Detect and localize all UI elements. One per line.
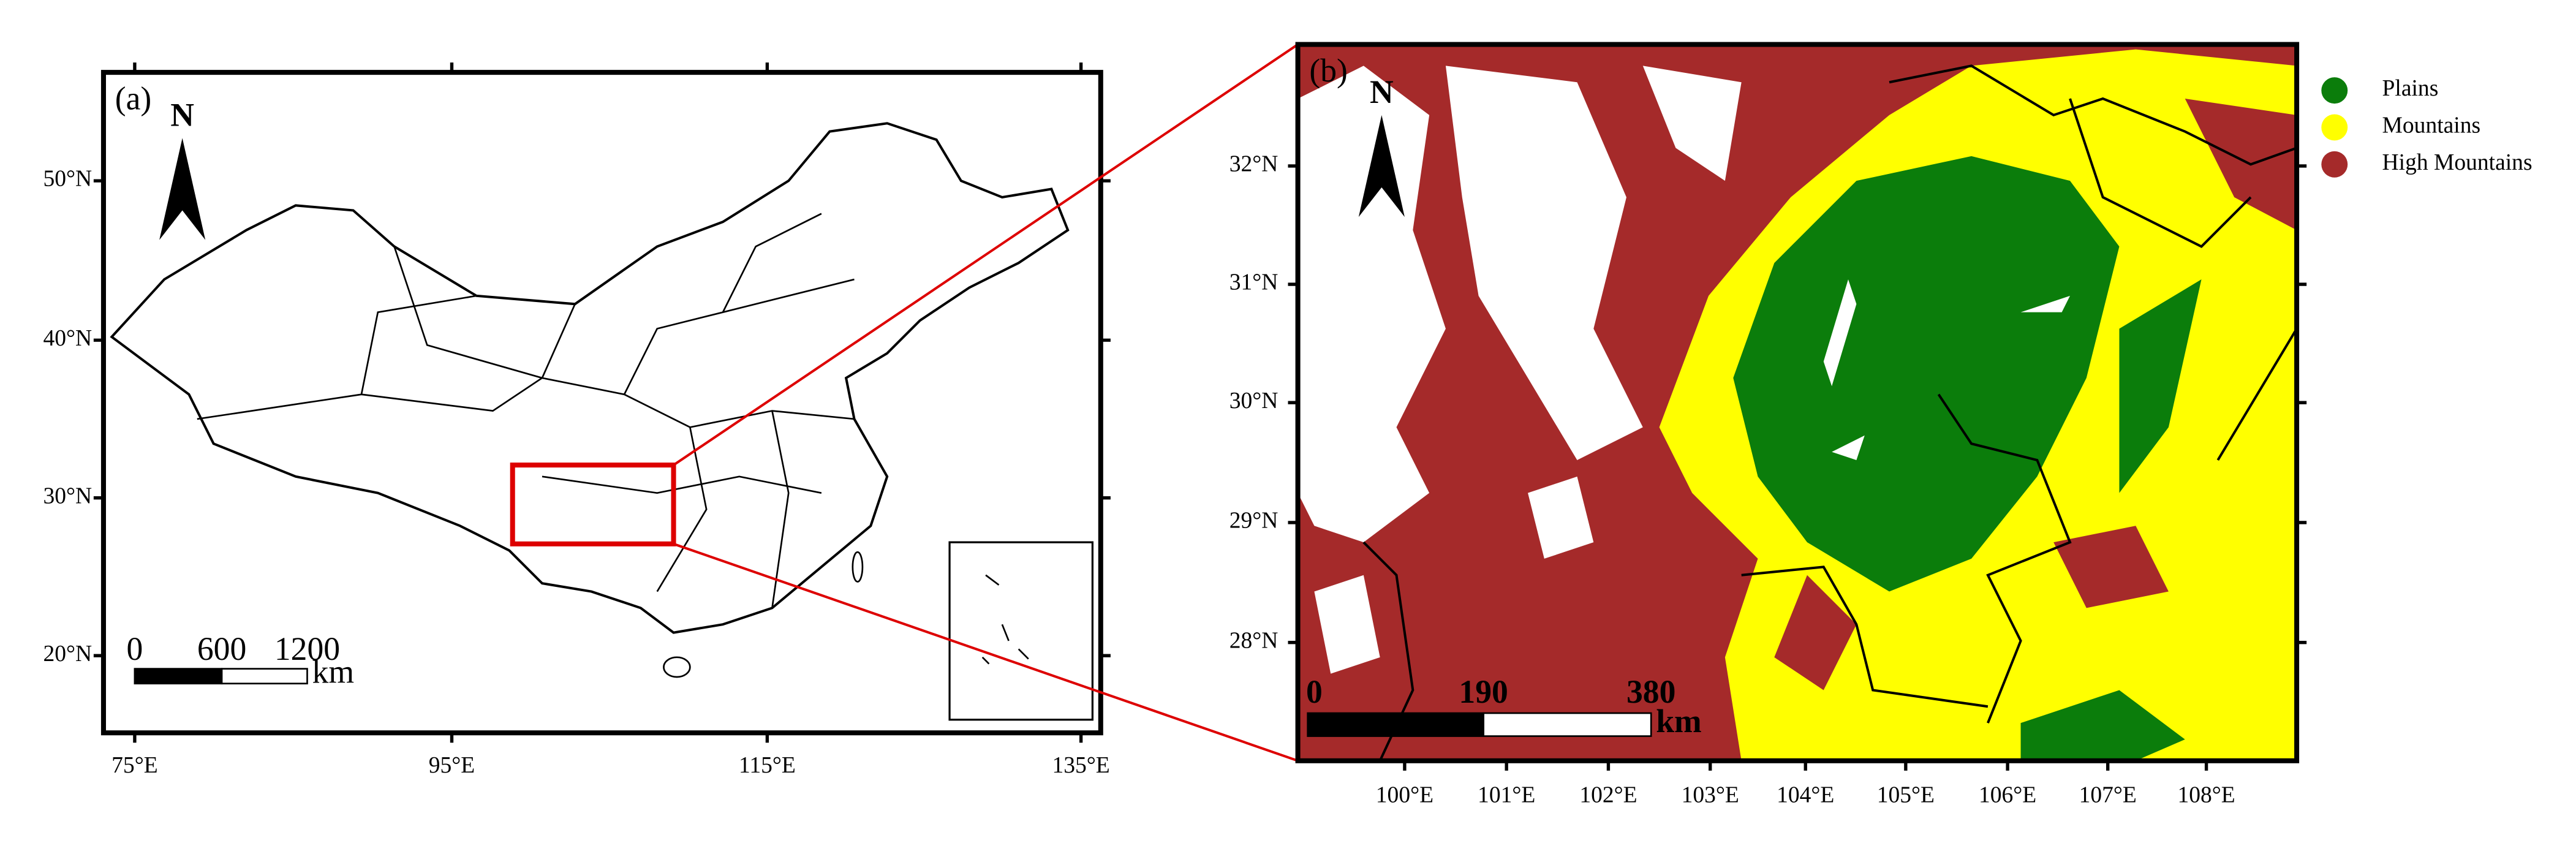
panel-label: (a) (115, 80, 152, 117)
lon-tick-label: 95°E (429, 753, 475, 778)
legend-label: Plains (2382, 76, 2439, 101)
panel-a: (a) N (100, 70, 1103, 736)
no-data-area (1297, 66, 1742, 674)
frame (100, 70, 1103, 736)
scale-label: 0 (1306, 673, 1323, 710)
lat-tick-label: 32°N (1229, 152, 1279, 177)
island (663, 656, 691, 678)
country-outline (110, 122, 1070, 634)
scale-label: 0 (126, 630, 143, 667)
legend-swatch (2321, 114, 2348, 141)
scale-unit: km (1656, 703, 1702, 739)
scale-label: 600 (197, 630, 246, 667)
legend-swatch (2321, 151, 2348, 178)
legend-label: High Mountains (2382, 150, 2533, 175)
north-arrow (159, 138, 206, 240)
lon-tick-label: 100°E (1376, 782, 1433, 807)
lon-tick-label: 106°E (1979, 782, 2036, 807)
lat-tick-label: 50°N (43, 167, 93, 192)
lat-tick-label: 30°N (43, 483, 93, 508)
scale-label: 190 (1459, 673, 1508, 710)
lat-tick-label: 30°N (1229, 388, 1279, 414)
lat-tick-label: 28°N (1229, 628, 1279, 653)
north-label: N (1370, 74, 1394, 110)
scale-bar (1307, 712, 1484, 737)
lat-tick-label: 31°N (1229, 270, 1279, 295)
island (852, 551, 864, 583)
inset-islands (981, 574, 1029, 665)
legend-label: Mountains (2382, 113, 2481, 138)
zoom-line (673, 43, 1299, 466)
lon-tick-label: 115°E (739, 753, 796, 778)
scale-bar (1483, 712, 1652, 737)
lat-tick-label: 29°N (1229, 508, 1279, 534)
north-label: N (170, 97, 194, 134)
lon-tick-label: 108°E (2177, 782, 2235, 807)
zoom-line (673, 542, 1299, 762)
north-arrow (1358, 115, 1405, 217)
scale-unit: km (312, 654, 355, 690)
lon-tick-label: 105°E (1877, 782, 1935, 807)
no-data-area (1823, 279, 2071, 461)
lon-tick-label: 101°E (1478, 782, 1535, 807)
lon-tick-label: 75°E (111, 753, 157, 778)
inset-box (948, 541, 1093, 721)
scale-bar (221, 668, 308, 685)
boundary-lines (1362, 64, 2297, 761)
lat-tick-label: 20°N (43, 641, 93, 667)
high-mountains-area (1774, 99, 2297, 690)
lon-tick-label: 103°E (1682, 782, 1739, 807)
scale-bar (134, 668, 223, 685)
lon-tick-label: 102°E (1579, 782, 1637, 807)
lon-tick-label: 135°E (1052, 753, 1109, 778)
lon-tick-label: 104°E (1777, 782, 1834, 807)
panel-label: (b) (1309, 52, 1348, 89)
legend-swatch (2321, 77, 2348, 104)
study-area-box (510, 463, 676, 546)
scale-label: 380 (1626, 673, 1675, 710)
lon-tick-label: 107°E (2079, 782, 2137, 807)
province-borders (197, 213, 855, 608)
lat-tick-label: 40°N (43, 326, 93, 351)
panel-b: (b) N (1295, 42, 2300, 763)
scale-label: 1200 (274, 630, 340, 667)
